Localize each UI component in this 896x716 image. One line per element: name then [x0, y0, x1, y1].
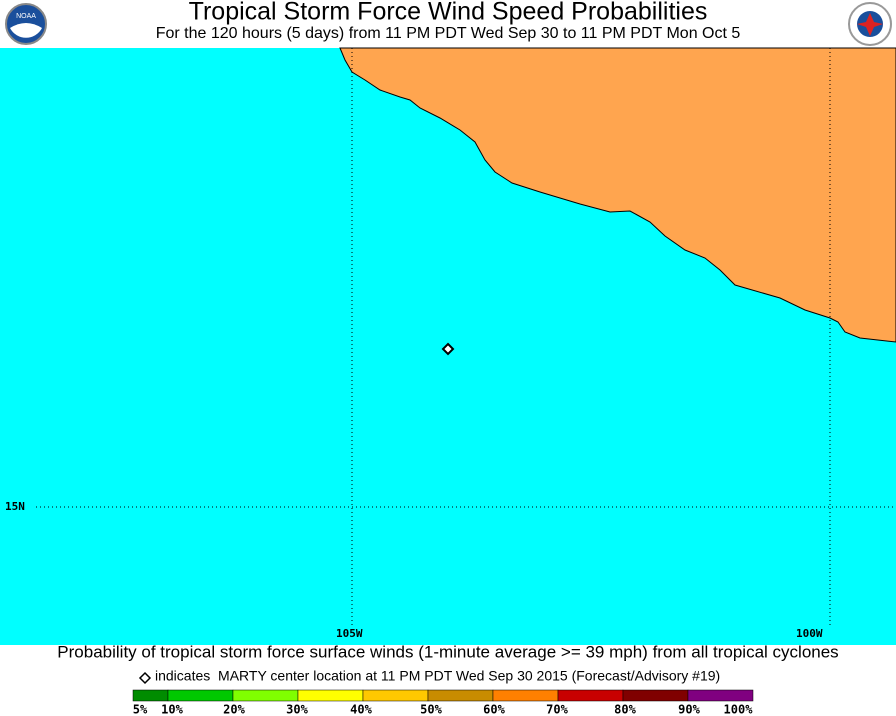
scale-label: 90% — [678, 703, 700, 716]
svg-text:NOAA: NOAA — [16, 13, 36, 20]
scale-label: 30% — [286, 703, 308, 716]
subtitle: For the 120 hours (5 days) from 11 PM PD… — [156, 25, 741, 42]
map: 15N 105W 100W — [0, 47, 896, 645]
legend-note: indicates MARTY center location at 11 PM… — [155, 668, 720, 684]
scale-swatch — [622, 689, 689, 702]
scale-label: 20% — [223, 703, 245, 716]
nws-logo — [848, 2, 892, 46]
land — [339, 47, 896, 343]
scale-swatch — [297, 689, 364, 702]
lat-label: 15N — [5, 500, 25, 513]
scale-swatch — [557, 689, 624, 702]
lon-label: 105W — [336, 627, 363, 640]
scale-label: 70% — [546, 703, 568, 716]
scale-swatch — [362, 689, 429, 702]
scale-label: 60% — [483, 703, 505, 716]
scale-swatch — [687, 689, 754, 702]
scale-swatch — [167, 689, 234, 702]
legend-diamond — [138, 671, 152, 685]
scale-label: 80% — [614, 703, 636, 716]
scale-swatch — [132, 689, 169, 702]
scale-label: 5% — [133, 703, 148, 716]
scale-swatch — [232, 689, 299, 702]
lon-label: 100W — [796, 627, 823, 640]
scale-label: 50% — [420, 703, 442, 716]
noaa-logo: NOAA — [5, 3, 47, 45]
scale-swatch — [492, 689, 559, 702]
caption: Probability of tropical storm force surf… — [57, 642, 838, 661]
title: Tropical Storm Force Wind Speed Probabil… — [189, 0, 708, 26]
scale-label: 100% — [724, 703, 754, 716]
scale-swatch — [427, 689, 494, 702]
storm-center — [441, 342, 455, 356]
scale-label: 10% — [161, 703, 183, 716]
scale-label: 40% — [350, 703, 372, 716]
